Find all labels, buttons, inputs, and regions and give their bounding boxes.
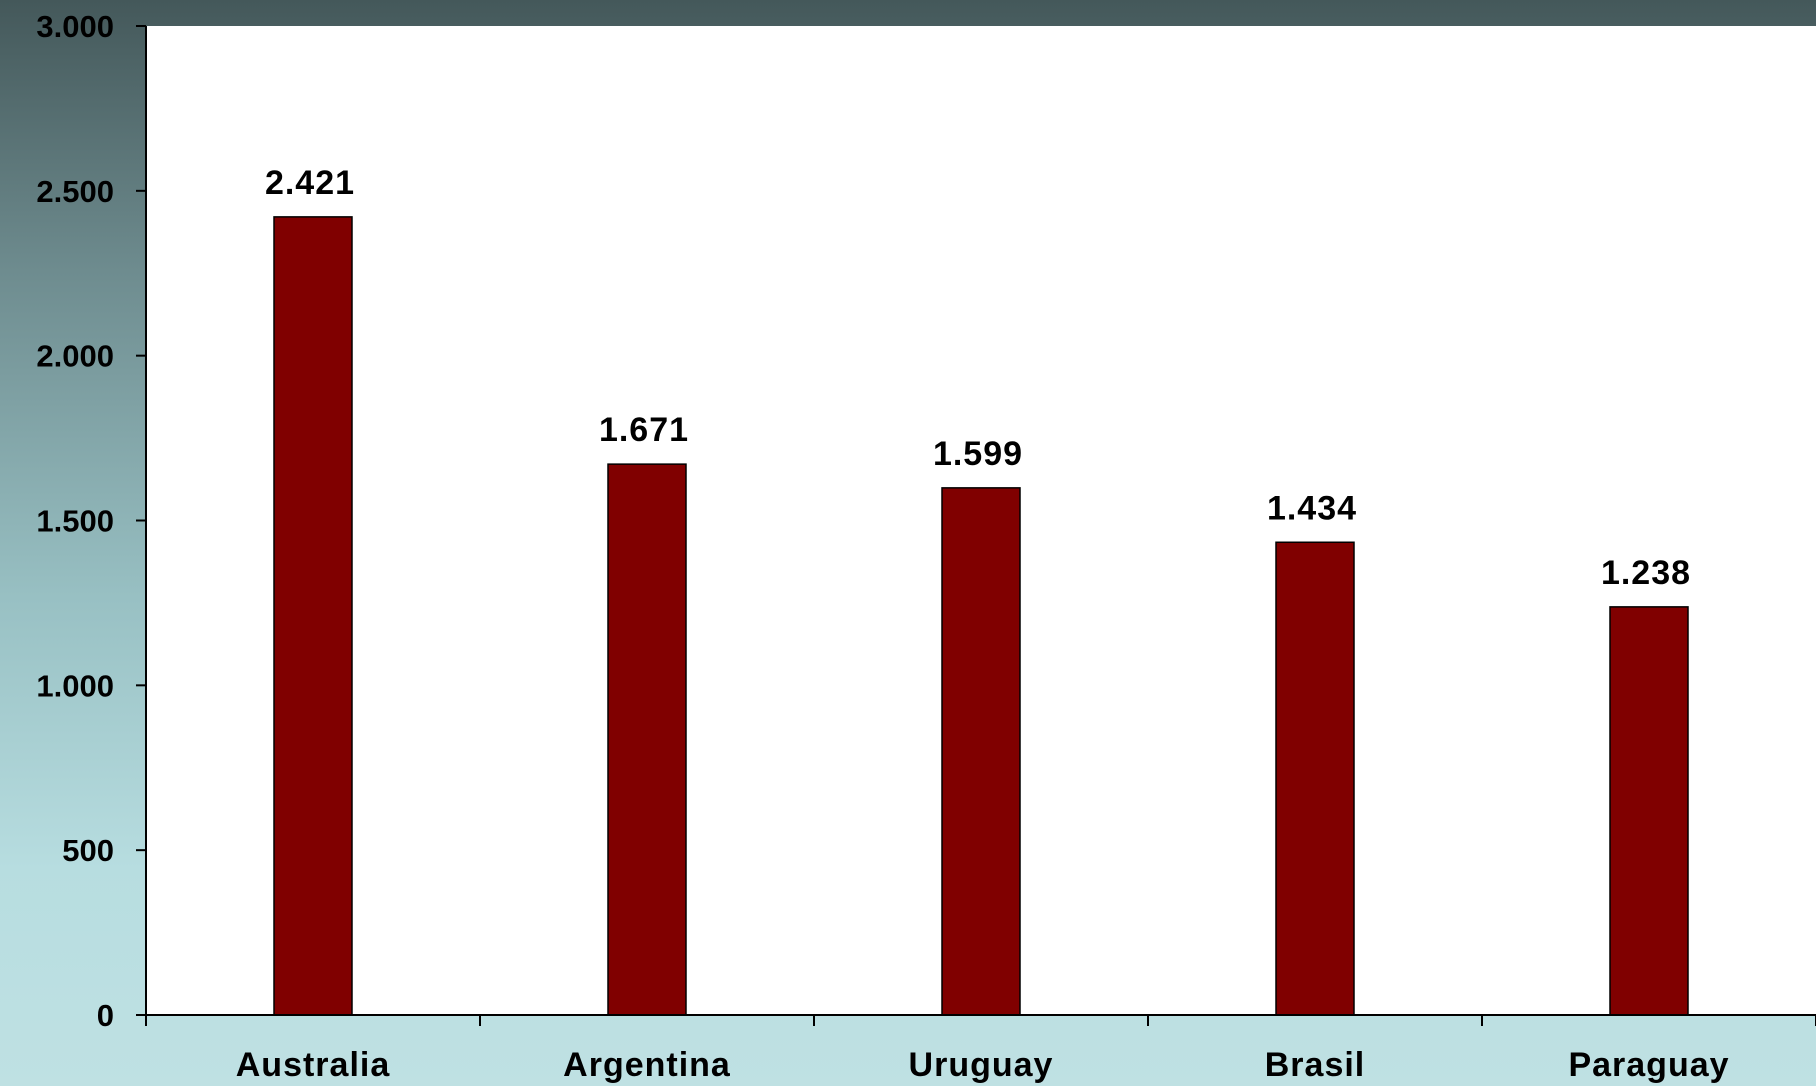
- y-tick-label: 3.000: [36, 9, 114, 44]
- bar-uruguay: [941, 487, 1021, 1016]
- y-tick-label: 2.500: [36, 174, 114, 209]
- bar-australia: [273, 216, 353, 1016]
- x-ticks: Australia Argentina Uruguay Brasil Paraguay: [145, 1015, 1816, 1084]
- bar-paraguay: [1609, 606, 1689, 1016]
- data-label-australia: 2.421: [265, 164, 355, 202]
- bar-argentina: [607, 463, 687, 1016]
- y-tick-label: 500: [62, 833, 114, 868]
- category-label-argentina: Argentina: [563, 1046, 731, 1084]
- data-label-brasil: 1.434: [1267, 489, 1357, 527]
- bar-brasil: [1275, 541, 1355, 1016]
- data-labels: 2.421 1.671 1.599 1.434 1.238: [265, 164, 1691, 592]
- y-tick-label: 1.000: [36, 668, 114, 703]
- data-label-paraguay: 1.238: [1601, 554, 1691, 592]
- category-label-australia: Australia: [236, 1046, 391, 1084]
- y-tick-label: 2.000: [36, 339, 114, 374]
- category-label-uruguay: Uruguay: [909, 1046, 1054, 1084]
- category-label-paraguay: Paraguay: [1568, 1046, 1729, 1084]
- data-label-uruguay: 1.599: [933, 435, 1023, 473]
- category-label-brasil: Brasil: [1265, 1046, 1366, 1084]
- y-tick-label: 0: [97, 998, 114, 1033]
- y-ticks: 0 500 1.000 1.500 2.000 2.500 3.000: [36, 9, 146, 1033]
- data-label-argentina: 1.671: [599, 411, 689, 449]
- y-tick-label: 1.500: [36, 504, 114, 539]
- bars: [273, 216, 1689, 1016]
